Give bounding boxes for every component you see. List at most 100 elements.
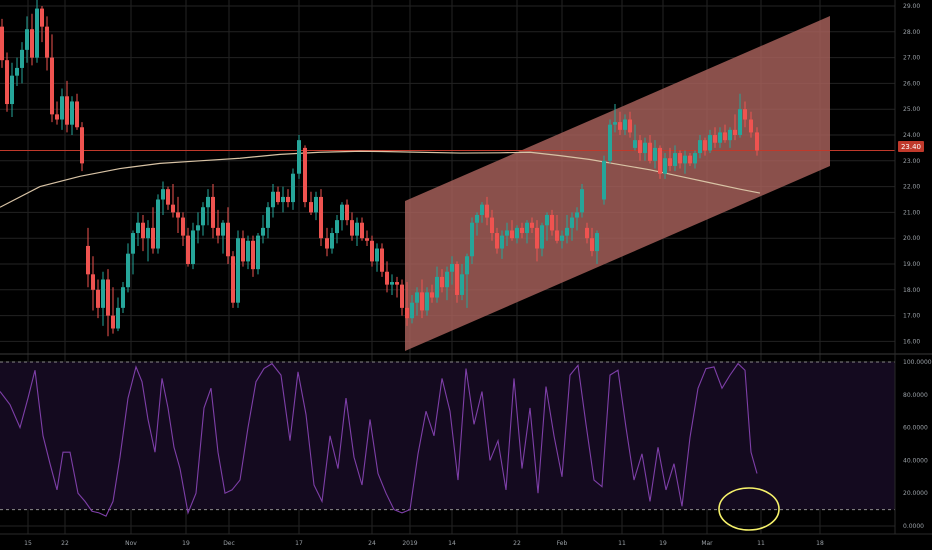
candle-body xyxy=(196,225,200,231)
candle-body xyxy=(728,129,732,141)
candle-body xyxy=(435,276,439,298)
time-axis-label: 24 xyxy=(368,540,376,547)
candle-body xyxy=(0,26,4,61)
candle-body xyxy=(618,122,622,130)
candle-body xyxy=(668,158,672,166)
candle-body xyxy=(241,238,245,262)
candle-body xyxy=(146,227,150,239)
candle-body xyxy=(560,235,564,241)
candle-body xyxy=(286,196,290,203)
oscillator-axis-label: 80.0000 xyxy=(903,392,928,399)
candle-body xyxy=(580,189,584,213)
candle-body xyxy=(151,227,155,249)
price-axis-label: 26.00 xyxy=(903,80,920,87)
candle-body xyxy=(475,214,479,223)
candle-body xyxy=(749,119,753,133)
candle-body xyxy=(673,153,677,166)
current-price-tag-bg xyxy=(898,141,924,152)
candle-body xyxy=(515,227,519,239)
candle-body xyxy=(595,233,599,252)
candle-body xyxy=(410,302,414,319)
candle-body xyxy=(319,196,323,239)
time-axis-label: 22 xyxy=(513,540,521,547)
time-axis-label: 11 xyxy=(757,540,765,547)
price-axis-label: 29.00 xyxy=(903,3,920,10)
price-pane[interactable] xyxy=(0,0,895,351)
time-axis-label: 11 xyxy=(618,540,626,547)
candle-body xyxy=(201,207,205,226)
candle-body xyxy=(633,140,637,148)
current-price-tag-label: 23.40 xyxy=(901,143,921,151)
candle-body xyxy=(211,196,215,228)
candle-body xyxy=(683,155,687,164)
candle-body xyxy=(365,238,369,241)
candle-body xyxy=(678,153,682,164)
price-axis-label: 23.00 xyxy=(903,158,920,165)
candle-body xyxy=(141,222,145,239)
candle-body xyxy=(156,199,160,249)
time-axis[interactable]: 15 22 Nov 19 Dec 17 24 2019 14 22 Feb 11 19 Mar 11 18 xyxy=(24,540,824,547)
candle-body xyxy=(131,233,135,254)
candle-body xyxy=(450,264,454,272)
candle-body xyxy=(510,230,514,239)
candle-body xyxy=(613,122,617,125)
candle-body xyxy=(425,292,429,311)
candle-body xyxy=(470,222,474,257)
time-axis-label: 19 xyxy=(182,540,190,547)
candle-body xyxy=(171,204,175,213)
price-axis-label: 21.00 xyxy=(903,209,920,216)
time-axis-label: 19 xyxy=(659,540,667,547)
candle-body xyxy=(395,282,399,285)
candle-body xyxy=(10,75,14,105)
oscillator-band-background xyxy=(0,362,895,510)
time-axis-label: Mar xyxy=(701,540,713,547)
oscillator-axis-label: 60.0000 xyxy=(903,425,928,432)
candle-body xyxy=(35,8,39,58)
candle-body xyxy=(116,307,120,329)
price-axis-label: 19.00 xyxy=(903,261,920,268)
price-axis-label: 18.00 xyxy=(903,287,920,294)
candle-body xyxy=(755,132,759,151)
candle-body xyxy=(101,279,105,308)
candle-body xyxy=(505,230,509,236)
candle-body xyxy=(713,135,717,143)
candle-body xyxy=(80,127,84,164)
candle-body xyxy=(525,222,529,234)
candle-body xyxy=(246,240,250,262)
candle-body xyxy=(375,248,379,262)
candle-body xyxy=(575,212,579,218)
candlestick-series[interactable] xyxy=(0,0,759,337)
candle-body xyxy=(335,220,339,234)
price-axis-label: 28.00 xyxy=(903,29,920,36)
candle-body xyxy=(256,235,260,270)
candle-body xyxy=(460,274,464,295)
candle-body xyxy=(420,292,424,311)
time-axis-label: 14 xyxy=(448,540,456,547)
price-axis-label: 22.00 xyxy=(903,184,920,191)
price-axis[interactable]: 29.00 28.00 27.00 26.00 25.00 24.00 23.00 22.00… xyxy=(894,0,920,534)
candle-body xyxy=(465,256,469,275)
candle-body xyxy=(325,238,329,249)
candle-body xyxy=(723,132,727,141)
candle-body xyxy=(565,227,569,236)
candle-body xyxy=(693,153,697,164)
candle-body xyxy=(340,204,344,221)
oscillator-pane[interactable] xyxy=(0,361,895,531)
oscillator-axis[interactable]: 100.0000 80.0000 60.0000 40.0000 20.0000 0.00… xyxy=(903,359,932,530)
candle-body xyxy=(405,307,409,319)
time-axis-label: 15 xyxy=(24,540,32,547)
candle-body xyxy=(608,124,612,161)
candle-body xyxy=(191,230,195,264)
candle-body xyxy=(186,235,190,264)
candle-body xyxy=(45,26,49,58)
time-axis-label: 2019 xyxy=(402,540,417,547)
candle-body xyxy=(176,212,180,218)
highlight-circle-drawing[interactable] xyxy=(718,487,780,531)
candle-body xyxy=(445,271,449,288)
candle-body xyxy=(698,140,702,154)
candle-body xyxy=(638,140,642,154)
candle-body xyxy=(385,271,389,285)
candle-body xyxy=(291,173,295,203)
parallel-channel-drawing[interactable] xyxy=(405,16,830,351)
